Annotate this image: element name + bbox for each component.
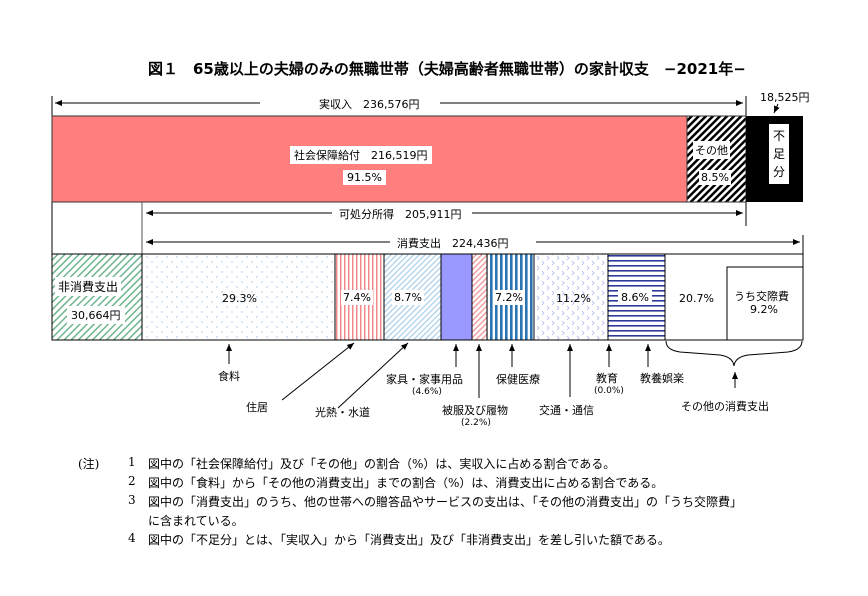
chart-title: 図１ 65歳以上の夫婦のみの無職世帯（夫婦高齢者無職世帯）の家計収支 −2021… [148, 60, 746, 78]
notes-list: 1 図中の「社会保障給付」及び「その他」の割合（%）は、実収入に占める割合である。… [128, 455, 742, 550]
other-income-label: その他 [693, 141, 730, 159]
note-text: 図中の「消費支出」のうち、他の世帯への贈答品やサービスの支出は、「その他の消費支… [148, 495, 743, 509]
other-consumption-pct: 20.7% [679, 292, 714, 305]
label-utilities: 光熱・水道 [315, 406, 370, 419]
note-text: 図中の「社会保障給付」及び「その他」の割合（%）は、実収入に占める割合である。 [148, 457, 616, 471]
medical-pct: 7.2% [493, 290, 525, 305]
non-consumption-amount: 30,664円 [67, 306, 125, 324]
label-furniture-pct: (4.6%) [412, 387, 442, 397]
transport-pct: 11.2% [556, 292, 591, 305]
label-clothing: 被服及び履物 [442, 404, 508, 417]
deficit-amount: 18,525円 [760, 91, 810, 104]
note-number [128, 512, 148, 531]
note-item: 3 図中の「消費支出」のうち、他の世帯への贈答品やサービスの支出は、「その他の消費… [128, 493, 742, 512]
disposable-income-label: 可処分所得 205,911円 [336, 206, 465, 222]
note-text: に含まれている。 [148, 514, 244, 528]
non-consumption-label: 非消費支出 [55, 277, 122, 296]
label-housing: 住居 [246, 401, 268, 414]
social-security-pct: 91.5% [343, 170, 386, 185]
social-expense-pct: 9.2% [750, 303, 778, 316]
consumption-expenditure-label: 消費支出 224,436円 [394, 235, 512, 251]
label-education-pct: (0.0%) [594, 386, 624, 396]
label-other-consumption: その他の消費支出 [681, 400, 769, 413]
other-income-pct: 8.5% [699, 170, 731, 185]
label-education: 教育 [596, 372, 618, 385]
note-item: に含まれている。 [128, 512, 742, 531]
note-text: 図中の「食料」から「その他の消費支出」までの割合（%）は、消費支出に占める割合で… [148, 476, 664, 490]
deficit-char: 足 [772, 147, 785, 161]
utilities-pct: 8.7% [392, 290, 424, 305]
label-clothing-pct: (2.2%) [461, 418, 491, 428]
social-security-label: 社会保障給付 216,519円 [290, 146, 432, 164]
note-number: 1 [128, 455, 136, 469]
note-number: 3 [128, 493, 136, 507]
deficit-char: 分 [772, 165, 785, 179]
label-food: 食料 [218, 370, 240, 383]
recreation-pct: 8.6% [618, 290, 652, 305]
deficit-char: 不 [772, 129, 785, 143]
social-expense-label: うち交際費 [734, 290, 789, 303]
note-number: 2 [128, 474, 136, 488]
notes-prefix: (注) [78, 457, 100, 471]
housing-pct: 7.4% [341, 290, 373, 305]
actual-income-label: 実収入 236,576円 [316, 96, 423, 112]
note-text: 図中の「不足分」とは、「実収入」から「消費支出」及び「非消費支出」を差し引いた額… [148, 533, 670, 547]
note-item: 1 図中の「社会保障給付」及び「その他」の割合（%）は、実収入に占める割合である。 [128, 455, 742, 474]
label-recreation: 教養娯楽 [640, 372, 684, 385]
note-number: 4 [128, 531, 136, 545]
note-item: 4 図中の「不足分」とは、「実収入」から「消費支出」及び「非消費支出」を差し引いた… [128, 531, 742, 550]
label-furniture: 家具・家事用品 [386, 373, 463, 386]
note-item: 2 図中の「食料」から「その他の消費支出」までの割合（%）は、消費支出に占める割合… [128, 474, 742, 493]
label-medical: 保健医療 [496, 373, 540, 386]
deficit-label: 不 足 分 [769, 124, 789, 184]
food-pct: 29.3% [222, 292, 257, 305]
label-transport: 交通・通信 [539, 404, 594, 417]
